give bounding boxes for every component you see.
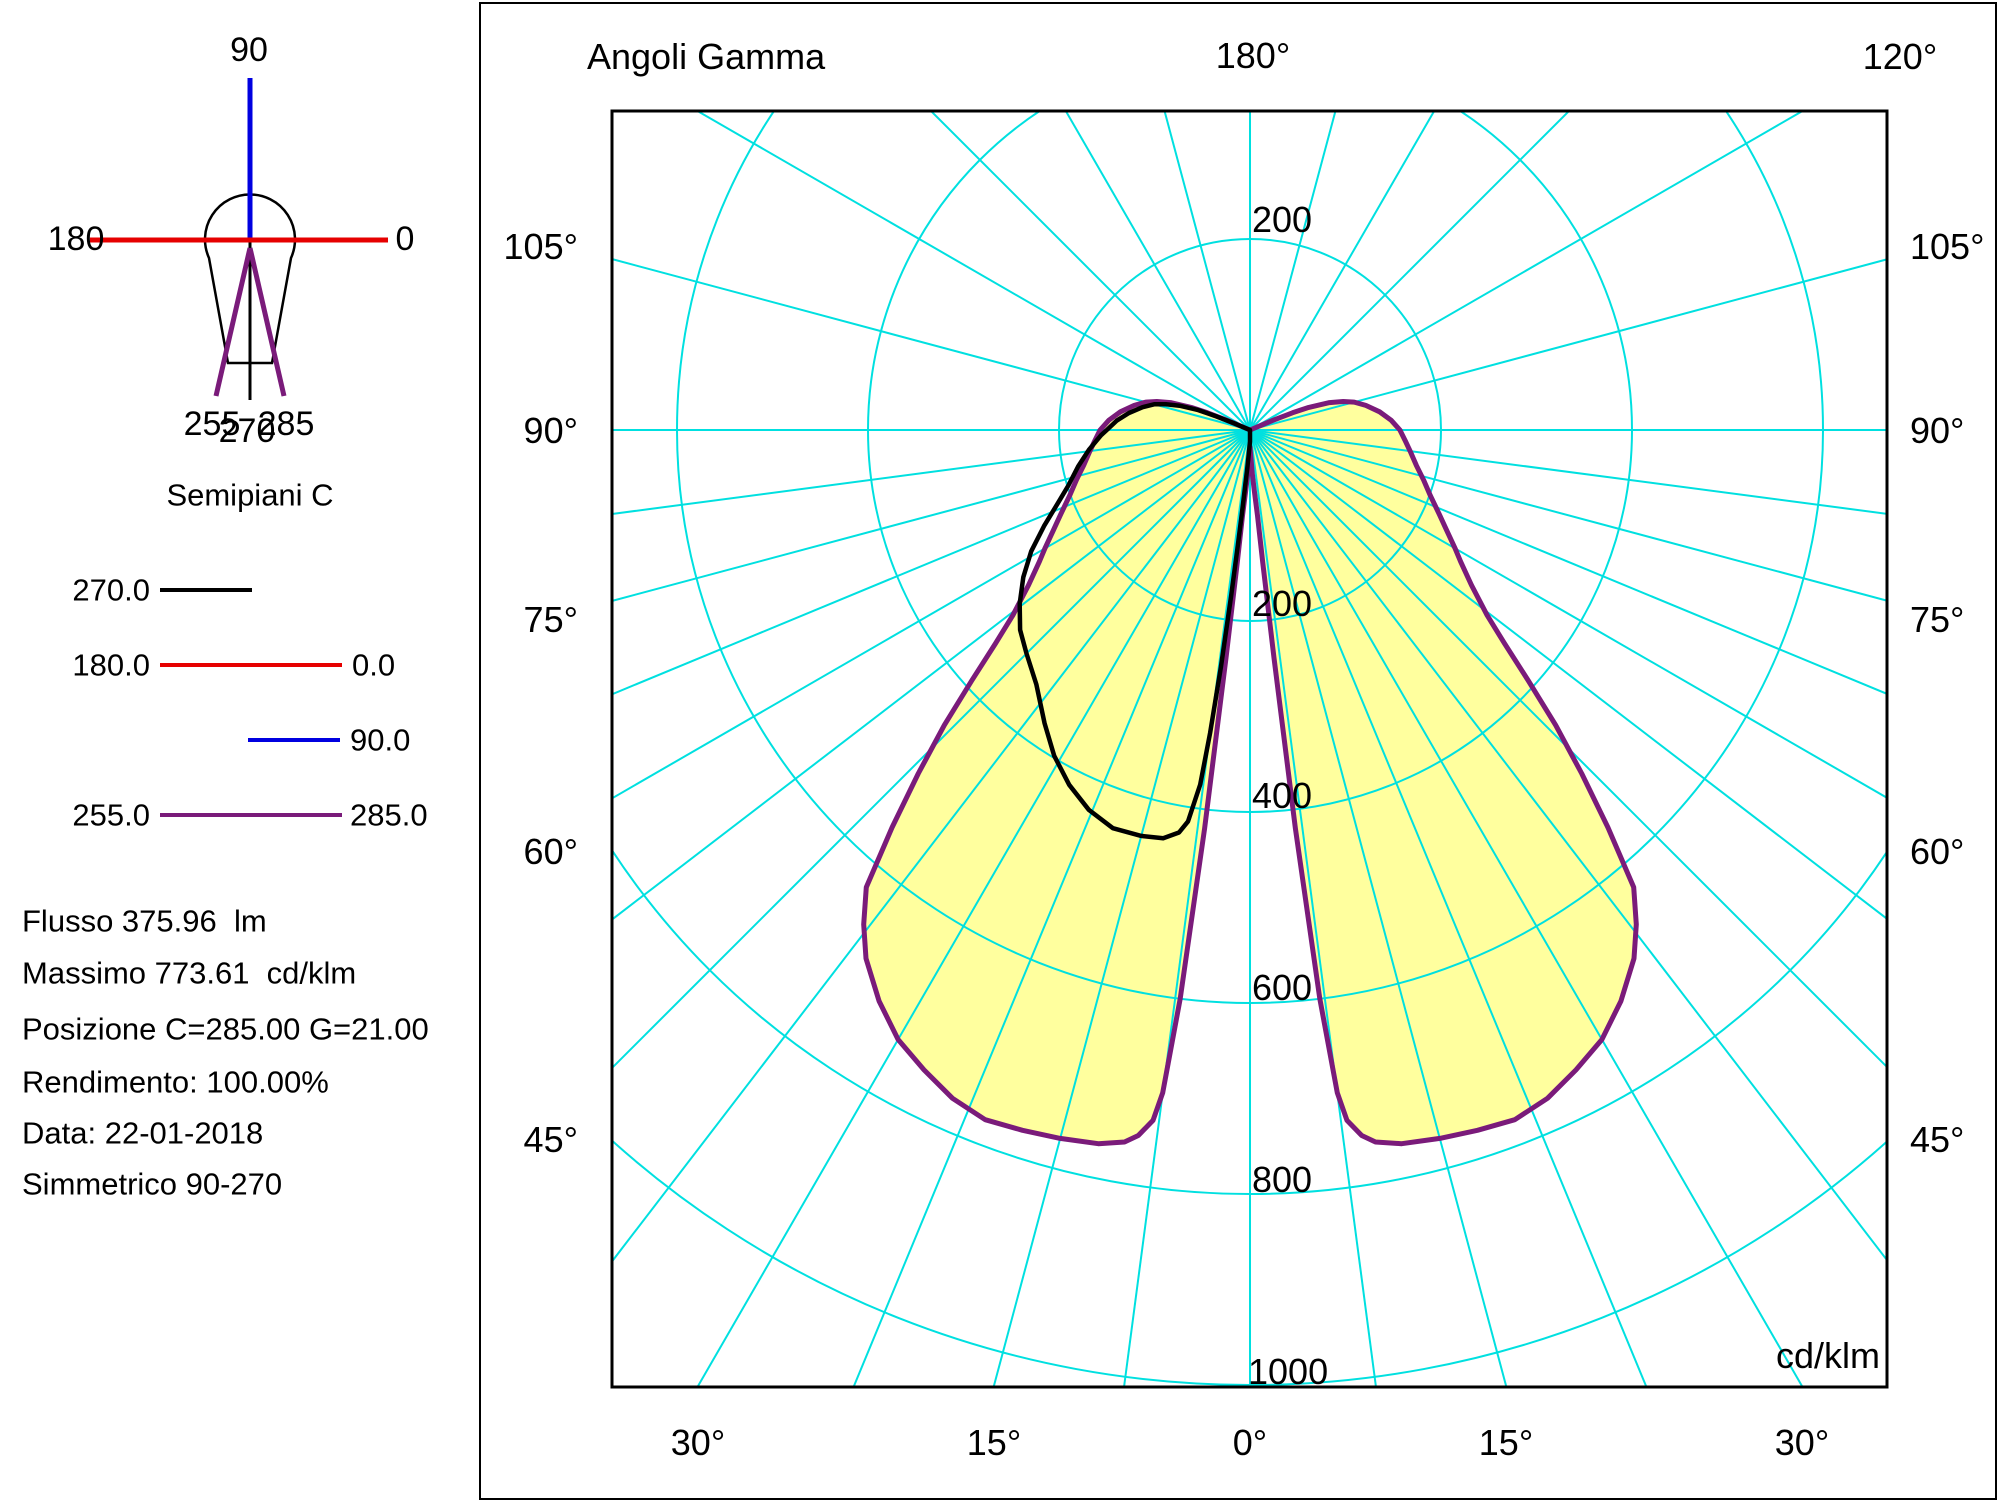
gamma-label-60-right: 60° — [1910, 831, 1965, 872]
gamma-label-105-right: 105° — [1910, 226, 1985, 267]
chart-window-border — [479, 2, 1997, 1500]
ring-label-200: 200 — [1252, 583, 1313, 624]
info-maximum: Massimo 773.61 cd/klm — [22, 955, 357, 991]
gamma-label-180-top: 180° — [1215, 35, 1291, 76]
gamma-label-75-left: 75° — [523, 599, 578, 640]
legend-label-270: 270.0 — [72, 572, 150, 608]
lamp-axis-285 — [247, 247, 287, 397]
ring-label-800: 800 — [1252, 1159, 1313, 1200]
lamp-label-0: 0 — [395, 220, 415, 258]
gamma-label-60-left: 60° — [523, 831, 578, 872]
ring-label-1000: 1000 — [1248, 1351, 1329, 1392]
gamma-label-45-left: 45° — [523, 1119, 578, 1160]
gamma-label-15-bottom-left: 15° — [966, 1422, 1022, 1463]
legend-lines — [160, 588, 342, 817]
semiplanes-title: Semipiani C — [166, 477, 334, 513]
gamma-label-90-right: 90° — [1910, 410, 1965, 451]
legend-label-180: 180.0 — [72, 647, 150, 683]
lamp-orientation-icon — [90, 78, 388, 400]
radial-unit-label: cd/klm — [1775, 1335, 1880, 1376]
gamma-label-30-bottom-right: 30° — [1774, 1422, 1830, 1463]
ring-label-600: 600 — [1252, 967, 1313, 1008]
gamma-label-0-bottom: 0° — [1232, 1422, 1268, 1463]
info-date: Data: 22-01-2018 — [22, 1115, 264, 1151]
lamp-label-180: 180 — [47, 220, 105, 258]
ring-label-400: 400 — [1252, 775, 1313, 816]
chart-title: Angoli Gamma — [587, 36, 826, 77]
lamp-label-285: 285 — [257, 405, 315, 443]
gamma-label-120-top: 120° — [1862, 36, 1938, 77]
info-efficiency: Rendimento: 100.00% — [22, 1064, 329, 1100]
gamma-label-90-left: 90° — [523, 410, 578, 451]
gamma-label-45-right: 45° — [1910, 1119, 1965, 1160]
gamma-label-30-bottom-left: 30° — [670, 1422, 726, 1463]
legend-label-0: 0.0 — [352, 647, 396, 683]
info-position: Posizione C=285.00 G=21.00 — [22, 1011, 429, 1047]
lamp-label-90: 90 — [230, 31, 268, 69]
info-flux: Flusso 375.96 lm — [22, 903, 267, 939]
lamp-axis-255 — [213, 247, 253, 397]
gamma-label-15-bottom-right: 15° — [1478, 1422, 1534, 1463]
bulb-outline-icon — [203, 193, 297, 365]
legend-label-90: 90.0 — [350, 722, 411, 758]
plot-border — [610, 109, 1889, 1389]
info-symmetry: Simmetrico 90-270 — [22, 1166, 283, 1202]
gamma-label-75-right: 75° — [1910, 599, 1965, 640]
ring-label-200-top: 200 — [1252, 199, 1313, 240]
lamp-label-255: 255 — [183, 405, 241, 443]
gamma-label-105-left: 105° — [503, 226, 578, 267]
legend-label-285: 285.0 — [350, 797, 428, 833]
lamp-label-270: 270 — [218, 412, 276, 450]
legend-label-255: 255.0 — [72, 797, 150, 833]
